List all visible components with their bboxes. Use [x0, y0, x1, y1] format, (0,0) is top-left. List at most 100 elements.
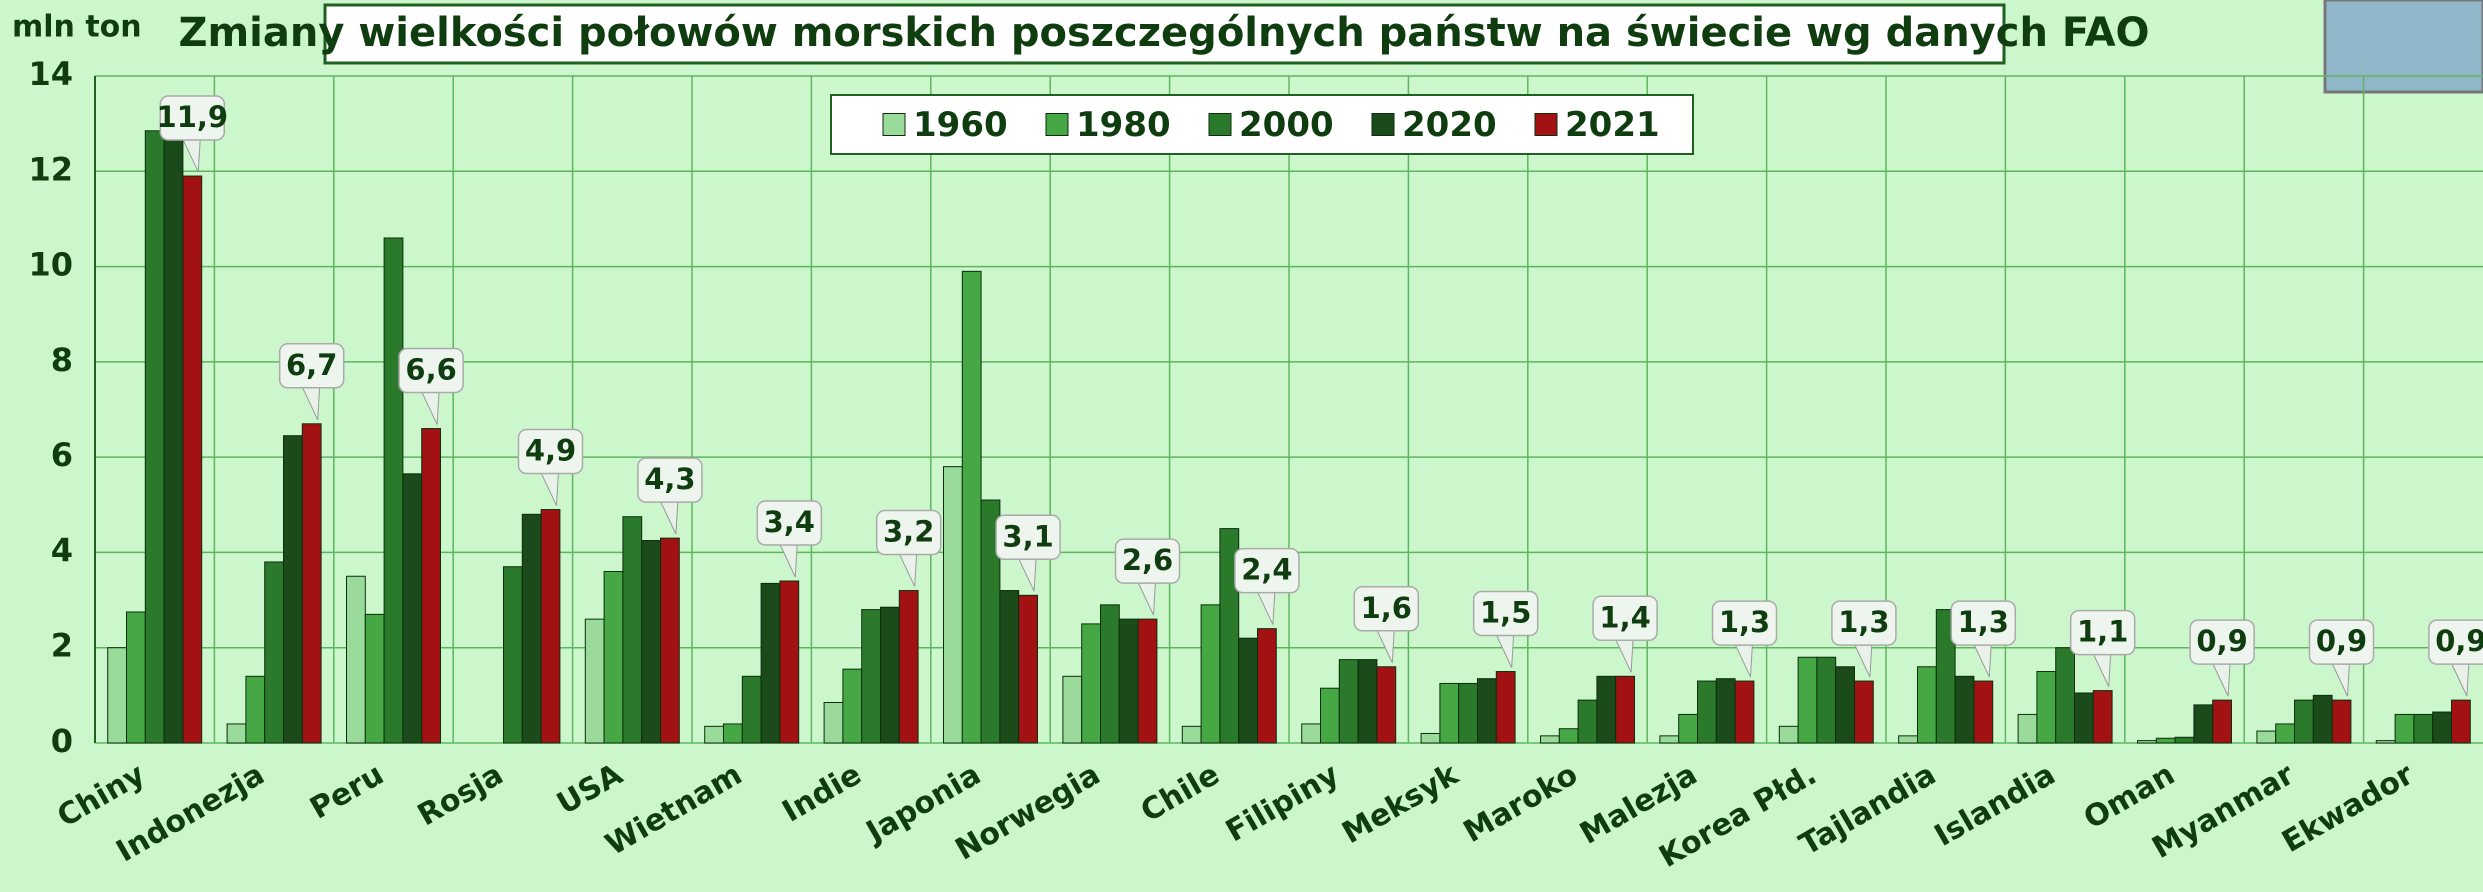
legend-swatch — [882, 113, 906, 136]
bar — [2036, 671, 2057, 744]
bar — [2375, 740, 2396, 744]
bar — [1118, 618, 1139, 744]
bar — [1577, 699, 1598, 744]
legend-label: 1960 — [913, 105, 1008, 145]
label-box — [1711, 600, 1778, 646]
bar — [2174, 736, 2195, 744]
label-box — [2428, 619, 2483, 665]
value-label: 1,5 — [1480, 596, 1531, 630]
bar — [1734, 680, 1755, 744]
bar — [1320, 687, 1340, 744]
bar — [264, 561, 285, 744]
value-label: 1,6 — [1361, 591, 1412, 625]
bar — [126, 611, 146, 744]
label-box — [398, 347, 464, 394]
bar — [880, 606, 900, 744]
bar — [421, 428, 442, 744]
bar — [144, 130, 165, 744]
value-label: 0,9 — [2435, 624, 2483, 658]
bar — [741, 675, 762, 744]
value-label: 2,4 — [1241, 553, 1292, 587]
value-label: 1,4 — [1599, 600, 1650, 634]
bar — [2017, 713, 2038, 744]
bar — [383, 237, 404, 744]
label-box — [1114, 538, 1181, 584]
bar — [641, 540, 662, 744]
bar — [2413, 713, 2434, 744]
label-box — [1592, 595, 1658, 642]
legend-swatch — [1208, 113, 1232, 136]
bar — [861, 609, 882, 744]
label-box — [995, 514, 1061, 561]
bar — [2275, 723, 2295, 744]
value-label: 3,1 — [1002, 519, 1053, 553]
label-box — [637, 457, 703, 503]
bar — [2074, 692, 2094, 744]
legend-label: 2000 — [1239, 105, 1334, 145]
bar — [2092, 690, 2113, 744]
bar — [1338, 659, 1359, 744]
chart-title: Zmiany wielkości połowów morskich poszcz… — [178, 10, 2149, 56]
bar — [704, 725, 725, 744]
bar — [1376, 666, 1397, 744]
y-tick-label: 6 — [51, 436, 73, 474]
legend-swatch — [1371, 113, 1395, 136]
bar — [1100, 604, 1120, 744]
bar — [1659, 735, 1680, 744]
bar — [182, 175, 203, 744]
bar — [346, 575, 366, 744]
bar — [2331, 699, 2352, 744]
bar — [1715, 678, 1736, 744]
bar — [603, 570, 624, 744]
bar — [2294, 699, 2314, 744]
value-label: 4,3 — [644, 462, 695, 496]
y-tick-label: 8 — [51, 341, 73, 379]
bar — [107, 647, 127, 744]
y-tick-label: 12 — [28, 150, 73, 188]
bar — [1816, 656, 1837, 744]
bar — [1018, 594, 1039, 744]
bar — [1439, 682, 1460, 744]
bar — [1558, 728, 1579, 744]
bar — [1697, 680, 1717, 744]
bar — [364, 613, 385, 744]
bar — [283, 435, 303, 744]
bar — [779, 580, 800, 744]
label-box — [1234, 547, 1300, 594]
label-box — [2189, 619, 2255, 665]
bar — [2312, 694, 2333, 744]
bar — [1477, 678, 1497, 744]
bar — [2055, 647, 2075, 744]
bar — [2451, 699, 2471, 744]
label-box — [1950, 600, 2017, 646]
bar — [622, 516, 643, 744]
bar — [961, 270, 982, 744]
title-box — [323, 3, 2006, 65]
bar — [1137, 618, 1158, 744]
y-tick-label: 2 — [51, 627, 73, 665]
bar — [1495, 671, 1516, 744]
y-tick-label: 10 — [28, 246, 73, 284]
bar — [1062, 675, 1083, 744]
bar — [1081, 623, 1101, 744]
bar — [723, 723, 743, 744]
bar — [1917, 666, 1937, 744]
label-box — [2069, 609, 2136, 656]
value-label: 11,9 — [157, 100, 229, 134]
bar — [1219, 528, 1240, 744]
bar — [503, 566, 523, 744]
bar — [1257, 628, 1277, 744]
value-label: 1,3 — [1719, 605, 1770, 639]
bar — [2137, 740, 2157, 744]
value-label: 0,9 — [2196, 624, 2247, 658]
bar — [521, 513, 542, 744]
value-label: 1,1 — [2077, 615, 2128, 649]
bar — [1238, 637, 1258, 744]
bar — [245, 675, 266, 744]
bar — [540, 509, 561, 744]
bar — [898, 590, 919, 744]
bar — [2256, 730, 2277, 744]
label-box — [517, 428, 584, 475]
bar — [2394, 713, 2415, 744]
bar — [2193, 704, 2214, 744]
